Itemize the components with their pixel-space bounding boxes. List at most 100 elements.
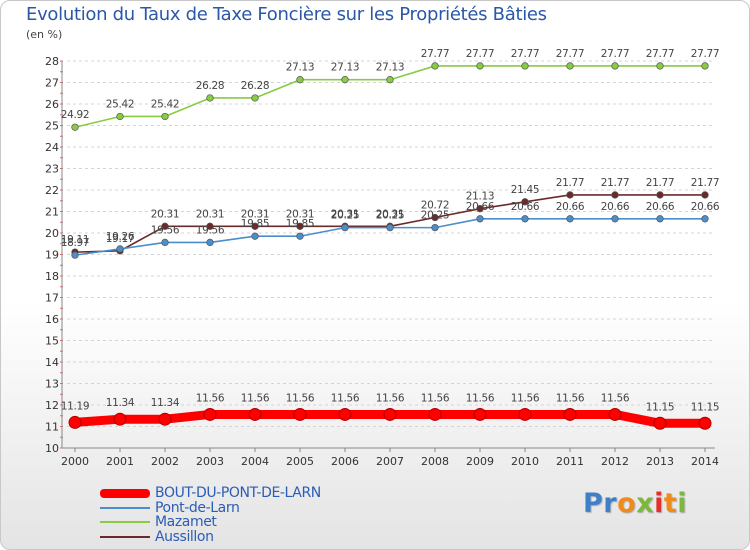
y-tick-label: 27 [45,77,59,90]
data-label: 19.56 [151,224,180,236]
x-tick-label: 2011 [556,455,584,468]
data-point [473,407,487,421]
data-point [653,416,667,430]
data-label: 27.77 [556,48,585,60]
y-tick-label: 22 [45,184,59,197]
logo-letter: r [603,488,618,519]
data-label: 27.77 [691,48,720,60]
x-tick-label: 2007 [376,455,404,468]
data-point [206,238,214,247]
x-tick-label: 2002 [151,455,179,468]
data-label: 11.56 [286,392,315,404]
y-tick-label: 15 [45,335,59,348]
data-label: 11.56 [421,392,450,404]
data-point [383,407,397,421]
x-tick-label: 2000 [61,455,89,468]
data-label: 21.77 [601,177,630,189]
data-label: 20.31 [151,208,180,220]
data-label: 11.56 [556,392,585,404]
data-point [701,62,709,70]
data-point [296,232,304,240]
data-point [296,76,304,84]
y-tick-label: 24 [45,141,59,154]
data-label: 20.31 [286,208,315,220]
y-tick-label: 23 [45,163,59,176]
x-tick-label: 2009 [466,455,494,468]
data-label: 20.31 [331,208,360,220]
legend-swatch [100,535,150,538]
data-label: 11.19 [61,400,90,412]
data-point [566,215,574,223]
data-label: 27.13 [376,62,405,74]
data-label: 21.45 [511,184,540,196]
data-label: 21.77 [556,177,585,189]
data-label: 20.31 [241,208,270,220]
x-tick-label: 2010 [511,455,539,468]
data-point [521,215,529,223]
legend-swatch [100,506,150,509]
y-tick-label: 25 [45,120,59,133]
data-point [566,62,574,70]
data-point [203,407,217,421]
data-label: 20.66 [601,201,630,213]
data-point [68,415,82,429]
y-tick-label: 11 [45,421,59,434]
legend-label: Mazamet [155,514,217,530]
x-tick-label: 2013 [646,455,674,468]
data-label: 20.66 [556,201,585,213]
y-tick-label: 20 [45,227,59,240]
data-label: 19.85 [241,218,270,230]
data-point [476,62,484,70]
data-point [656,215,664,223]
data-label: 11.34 [151,397,180,409]
data-point [608,407,622,421]
data-label: 26.28 [196,80,225,92]
legend-swatch [100,488,150,498]
data-point [161,112,169,121]
data-point [563,407,577,421]
legend-label: Aussillon [155,528,214,545]
data-label: 25.42 [106,98,135,110]
data-label: 11.15 [691,401,720,413]
data-point [158,412,172,426]
data-label: 26.28 [241,80,270,92]
data-point [161,238,169,247]
proxiti-logo: Proxiti [583,488,687,519]
unit-label: (en %) [26,28,63,41]
y-tick-label: 10 [45,442,59,455]
data-point [431,213,439,222]
data-label: 11.56 [331,392,360,404]
data-point [206,94,214,102]
data-label: 20.66 [511,201,540,213]
data-point [251,94,259,102]
x-tick-label: 2005 [286,455,314,468]
data-label: 19.56 [196,224,225,236]
x-tick-label: 2008 [421,455,449,468]
data-label: 19.17 [106,233,135,245]
data-point [113,412,127,426]
x-tick-label: 2012 [601,455,629,468]
logo-letter: i [677,488,688,519]
logo-letter: x [636,488,655,519]
data-point [293,407,307,421]
logo-letter: P [583,488,604,519]
data-label: 20.25 [421,210,450,222]
logo-letter: o [617,488,637,519]
y-tick-label: 21 [45,206,59,219]
data-point [428,407,442,421]
data-point [701,215,709,223]
x-tick-label: 2001 [106,455,134,468]
data-label: 27.77 [601,48,630,60]
data-point [476,215,484,223]
data-label: 11.15 [646,401,675,413]
data-label: 11.56 [196,392,225,404]
y-tick-label: 18 [45,270,59,283]
data-label: 27.77 [466,48,495,60]
data-point [71,251,79,259]
data-point [656,62,664,70]
data-label: 19.11 [61,234,90,246]
data-point [386,76,394,84]
legend-label: BOUT-DU-PONT-DE-LARN [155,485,321,501]
y-tick-label: 12 [45,399,59,412]
